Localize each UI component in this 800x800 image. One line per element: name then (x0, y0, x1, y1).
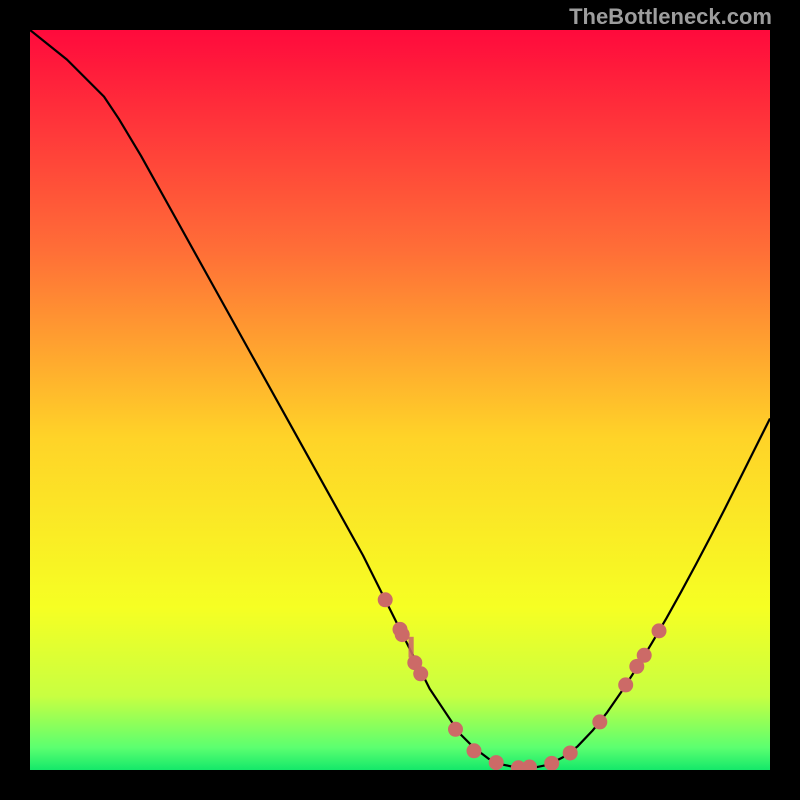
data-marker (448, 722, 463, 737)
data-marker (637, 648, 652, 663)
data-marker (618, 677, 633, 692)
data-marker (592, 714, 607, 729)
attribution-label: TheBottleneck.com (569, 4, 772, 30)
data-marker (378, 592, 393, 607)
data-marker (467, 743, 482, 758)
chart-container: TheBottleneck.com (0, 0, 800, 800)
plot-svg (30, 30, 770, 770)
gradient-background (30, 30, 770, 770)
data-marker (395, 627, 410, 642)
highlight-bar (409, 637, 414, 658)
data-marker (563, 745, 578, 760)
data-marker (652, 623, 667, 638)
plot-area (30, 30, 770, 770)
data-marker (413, 666, 428, 681)
data-marker (489, 755, 504, 770)
